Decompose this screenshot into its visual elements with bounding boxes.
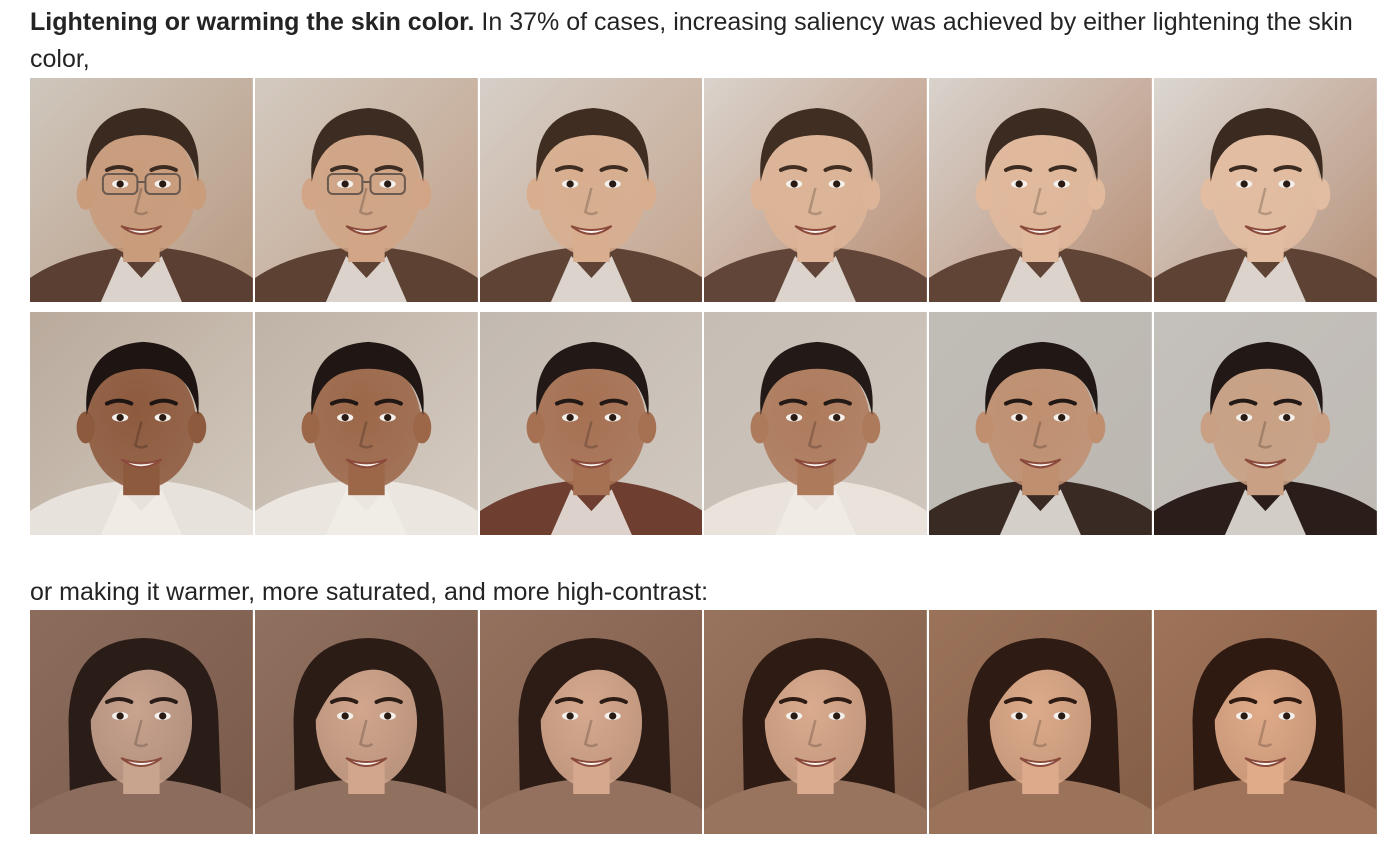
face-portrait bbox=[254, 312, 478, 535]
face-portrait bbox=[704, 78, 928, 302]
face-portrait bbox=[30, 78, 253, 302]
face-portrait bbox=[1154, 78, 1377, 302]
face-portrait bbox=[30, 610, 253, 834]
intro-paragraph: Lightening or warming the skin color. In… bbox=[30, 4, 1375, 78]
face-portrait bbox=[704, 312, 928, 535]
face-portrait bbox=[929, 78, 1153, 302]
face-portrait bbox=[929, 312, 1153, 535]
face-portrait bbox=[479, 610, 703, 834]
intro-bold-lead: Lightening or warming the skin color. bbox=[30, 8, 475, 36]
face-strip-1 bbox=[30, 78, 1377, 302]
face-portrait bbox=[30, 312, 253, 535]
intro-text: In 37% of cases, increasing saliency was… bbox=[30, 8, 1353, 73]
face-strip-2 bbox=[30, 312, 1377, 535]
face-portrait bbox=[929, 610, 1153, 834]
face-portrait bbox=[479, 78, 703, 302]
face-portrait bbox=[254, 610, 478, 834]
face-strip-3 bbox=[30, 610, 1377, 834]
face-portrait bbox=[1154, 312, 1377, 535]
face-portrait bbox=[704, 610, 928, 834]
transition-paragraph: or making it warmer, more saturated, and… bbox=[30, 578, 709, 606]
face-portrait bbox=[1154, 610, 1377, 834]
face-portrait bbox=[479, 312, 703, 535]
face-portrait bbox=[254, 78, 478, 302]
